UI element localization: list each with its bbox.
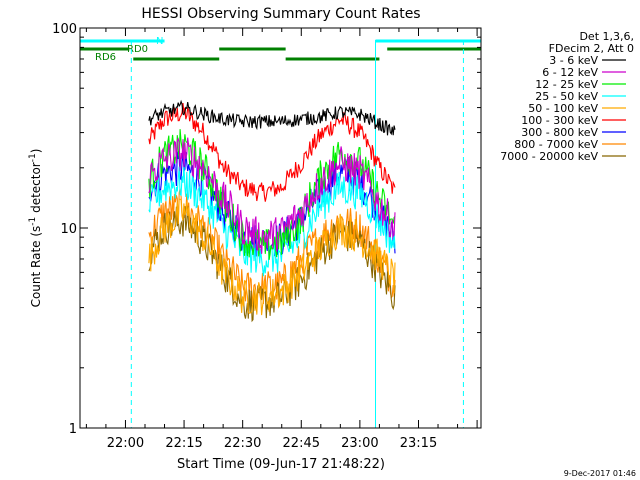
legend-entry-label: 6 - 12 keV: [542, 66, 598, 79]
y-axis-ticks: 1 10 100: [52, 22, 481, 437]
series-layer: [148, 99, 396, 323]
y-tick-label: 10: [60, 222, 77, 237]
x-axis-ticks: 22:00 22:15 22:30 22:45 23:00 23:15: [85, 28, 478, 451]
legend-entry-label: 12 - 25 keV: [535, 78, 598, 91]
legend-entry-label: 7000 - 20000 keV: [500, 150, 598, 163]
x-tick-label: 23:00: [341, 436, 378, 451]
y-axis-label-mid: detector: [29, 162, 43, 217]
legend-entry-label: 25 - 50 keV: [535, 90, 598, 103]
series-line: [148, 198, 396, 316]
legend-entry-label: 800 - 7000 keV: [514, 138, 598, 151]
rd0-bar-label: RD0: [127, 44, 148, 55]
y-axis-label: Count Rate (s-1 detector-1): [28, 149, 43, 308]
legend-header-line-1: Det 1,3,6,: [579, 30, 634, 43]
x-tick-label: 22:00: [107, 436, 144, 451]
legend-entry-label: 50 - 100 keV: [528, 102, 598, 115]
y-axis-label-exp2: -1: [28, 153, 38, 162]
chart-title: HESSI Observing Summary Count Rates: [141, 6, 420, 22]
x-tick-label: 22:30: [224, 436, 261, 451]
x-tick-label: 22:15: [165, 436, 202, 451]
y-axis-label-end: ): [29, 149, 43, 154]
legend-entry-label: 100 - 300 keV: [521, 114, 598, 127]
y-tick-label: 100: [52, 22, 77, 37]
footer-date: 9-Dec-2017 01:46: [564, 469, 636, 478]
night-bar-label: N: [156, 36, 163, 47]
x-axis-label: Start Time (09-Jun-17 21:48:22): [177, 457, 385, 472]
series-line: [148, 102, 396, 202]
series-line: [148, 99, 396, 136]
y-axis-label-main: Count Rate (s: [29, 226, 43, 308]
night-lines: [79, 40, 464, 428]
legend-entry-label: 3 - 6 keV: [549, 54, 598, 67]
legend-entry-label: 300 - 800 keV: [521, 126, 598, 139]
series-line: [148, 137, 396, 254]
x-tick-label: 22:45: [283, 436, 320, 451]
legend-header-line-2: FDecim 2, Att 0: [549, 42, 634, 55]
rd6-bar-label: RD6: [95, 52, 116, 63]
x-tick-label: 23:15: [400, 436, 437, 451]
y-tick-label: 1: [69, 422, 77, 437]
y-axis-label-exp1: -1: [28, 217, 38, 226]
status-bars: N RD0 RD6: [80, 36, 481, 63]
